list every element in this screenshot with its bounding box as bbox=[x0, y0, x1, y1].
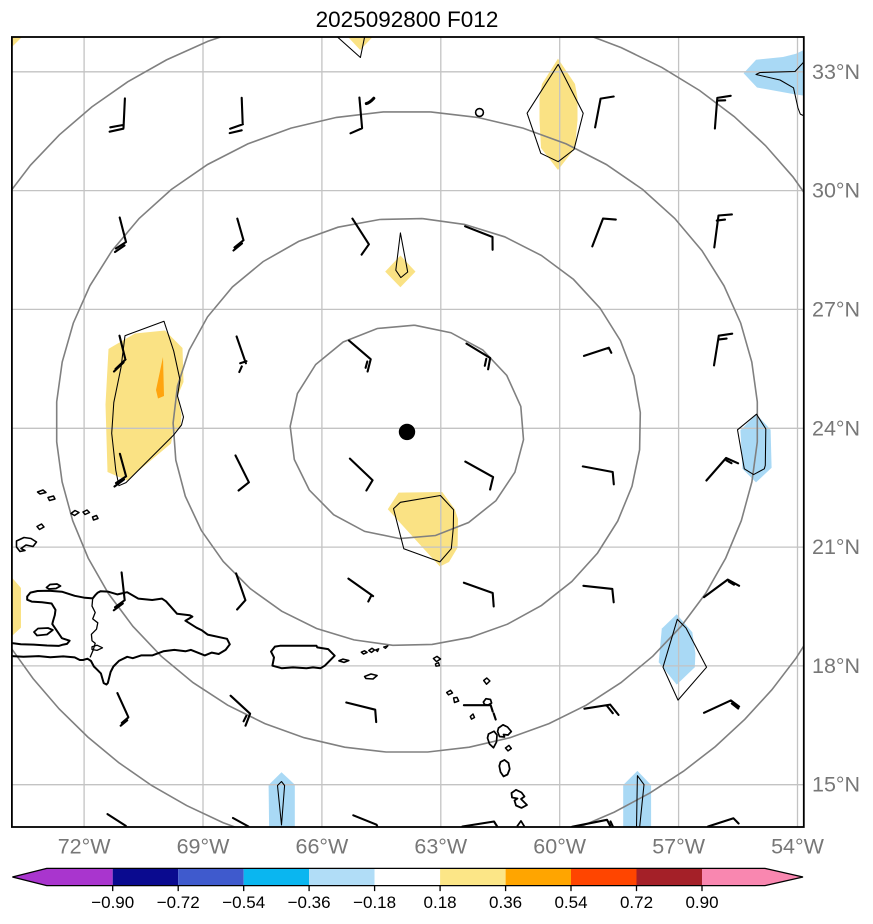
svg-text:0.18: 0.18 bbox=[424, 893, 457, 912]
svg-text:57°W: 57°W bbox=[652, 835, 706, 859]
svg-text:63°W: 63°W bbox=[414, 835, 468, 859]
svg-text:0.54: 0.54 bbox=[554, 893, 587, 912]
svg-text:27°N: 27°N bbox=[812, 297, 860, 321]
svg-text:−0.90: −0.90 bbox=[91, 893, 134, 912]
svg-text:24°N: 24°N bbox=[812, 416, 860, 440]
svg-text:21°N: 21°N bbox=[812, 535, 860, 559]
svg-text:18°N: 18°N bbox=[812, 654, 860, 678]
svg-text:−0.18: −0.18 bbox=[353, 893, 396, 912]
svg-text:30°N: 30°N bbox=[812, 179, 860, 203]
svg-text:54°W: 54°W bbox=[771, 835, 825, 859]
svg-text:0.36: 0.36 bbox=[489, 893, 522, 912]
svg-text:0.72: 0.72 bbox=[620, 893, 653, 912]
svg-text:−0.36: −0.36 bbox=[288, 893, 331, 912]
svg-text:−0.72: −0.72 bbox=[157, 893, 200, 912]
svg-text:69°W: 69°W bbox=[177, 835, 231, 859]
svg-text:33°N: 33°N bbox=[812, 60, 860, 84]
svg-text:15°N: 15°N bbox=[812, 773, 860, 797]
svg-text:66°W: 66°W bbox=[295, 835, 349, 859]
svg-text:72°W: 72°W bbox=[58, 835, 112, 859]
svg-text:0.90: 0.90 bbox=[685, 893, 718, 912]
svg-text:2025092800 F012: 2025092800 F012 bbox=[316, 7, 499, 32]
svg-text:60°W: 60°W bbox=[533, 835, 587, 859]
svg-text:−0.54: −0.54 bbox=[222, 893, 265, 912]
